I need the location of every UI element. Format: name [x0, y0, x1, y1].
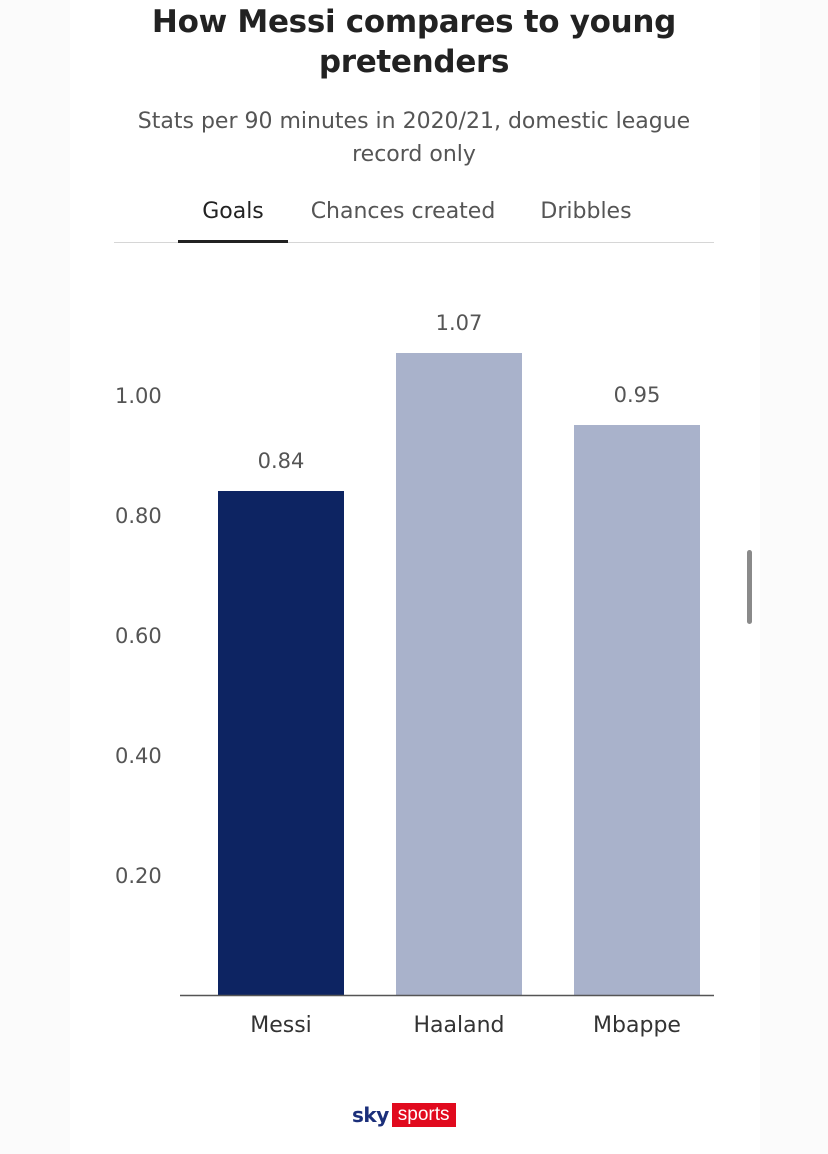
metric-tabs: Goals Chances created Dribbles: [114, 190, 714, 243]
scrollbar-thumb[interactable]: [747, 550, 752, 624]
chart-title-line-2: pretenders: [318, 44, 510, 80]
bar-mbappe: [574, 425, 700, 995]
bar-messi: [218, 491, 344, 995]
value-label: 1.07: [436, 311, 483, 335]
y-tick-label: 0.80: [115, 504, 162, 528]
tab-dribbles[interactable]: Dribbles: [540, 199, 632, 224]
x-tick-label: Haaland: [413, 1013, 504, 1038]
bar-haaland: [396, 353, 522, 995]
page-margin-right: [760, 0, 828, 1154]
chart-subtitle: Stats per 90 minutes in 2020/21, domesti…: [0, 105, 828, 171]
x-tick-label: Messi: [250, 1013, 312, 1038]
y-tick-label: 0.20: [115, 864, 162, 888]
value-label: 0.95: [614, 383, 661, 407]
logo-sports-text: sports: [391, 1103, 456, 1127]
page-margin-left: [0, 0, 70, 1154]
chart-subtitle-line-2: record only: [352, 142, 476, 167]
logo-sky-text: sky: [352, 1103, 389, 1127]
chart-subtitle-line-1: Stats per 90 minutes in 2020/21, domesti…: [137, 109, 691, 134]
x-tick-label: Mbappe: [593, 1013, 681, 1038]
sky-sports-logo: sky sports: [352, 1101, 456, 1129]
y-tick-label: 0.60: [115, 624, 162, 648]
chart-title-line-1: How Messi compares to young: [151, 4, 677, 40]
value-label: 0.84: [258, 449, 305, 473]
chart-title: How Messi compares to young pretenders: [0, 2, 828, 82]
y-tick-label: 0.40: [115, 744, 162, 768]
y-tick-label: 1.00: [115, 384, 162, 408]
tab-goals[interactable]: Goals: [178, 190, 288, 243]
tab-chances-created[interactable]: Chances created: [310, 199, 496, 224]
